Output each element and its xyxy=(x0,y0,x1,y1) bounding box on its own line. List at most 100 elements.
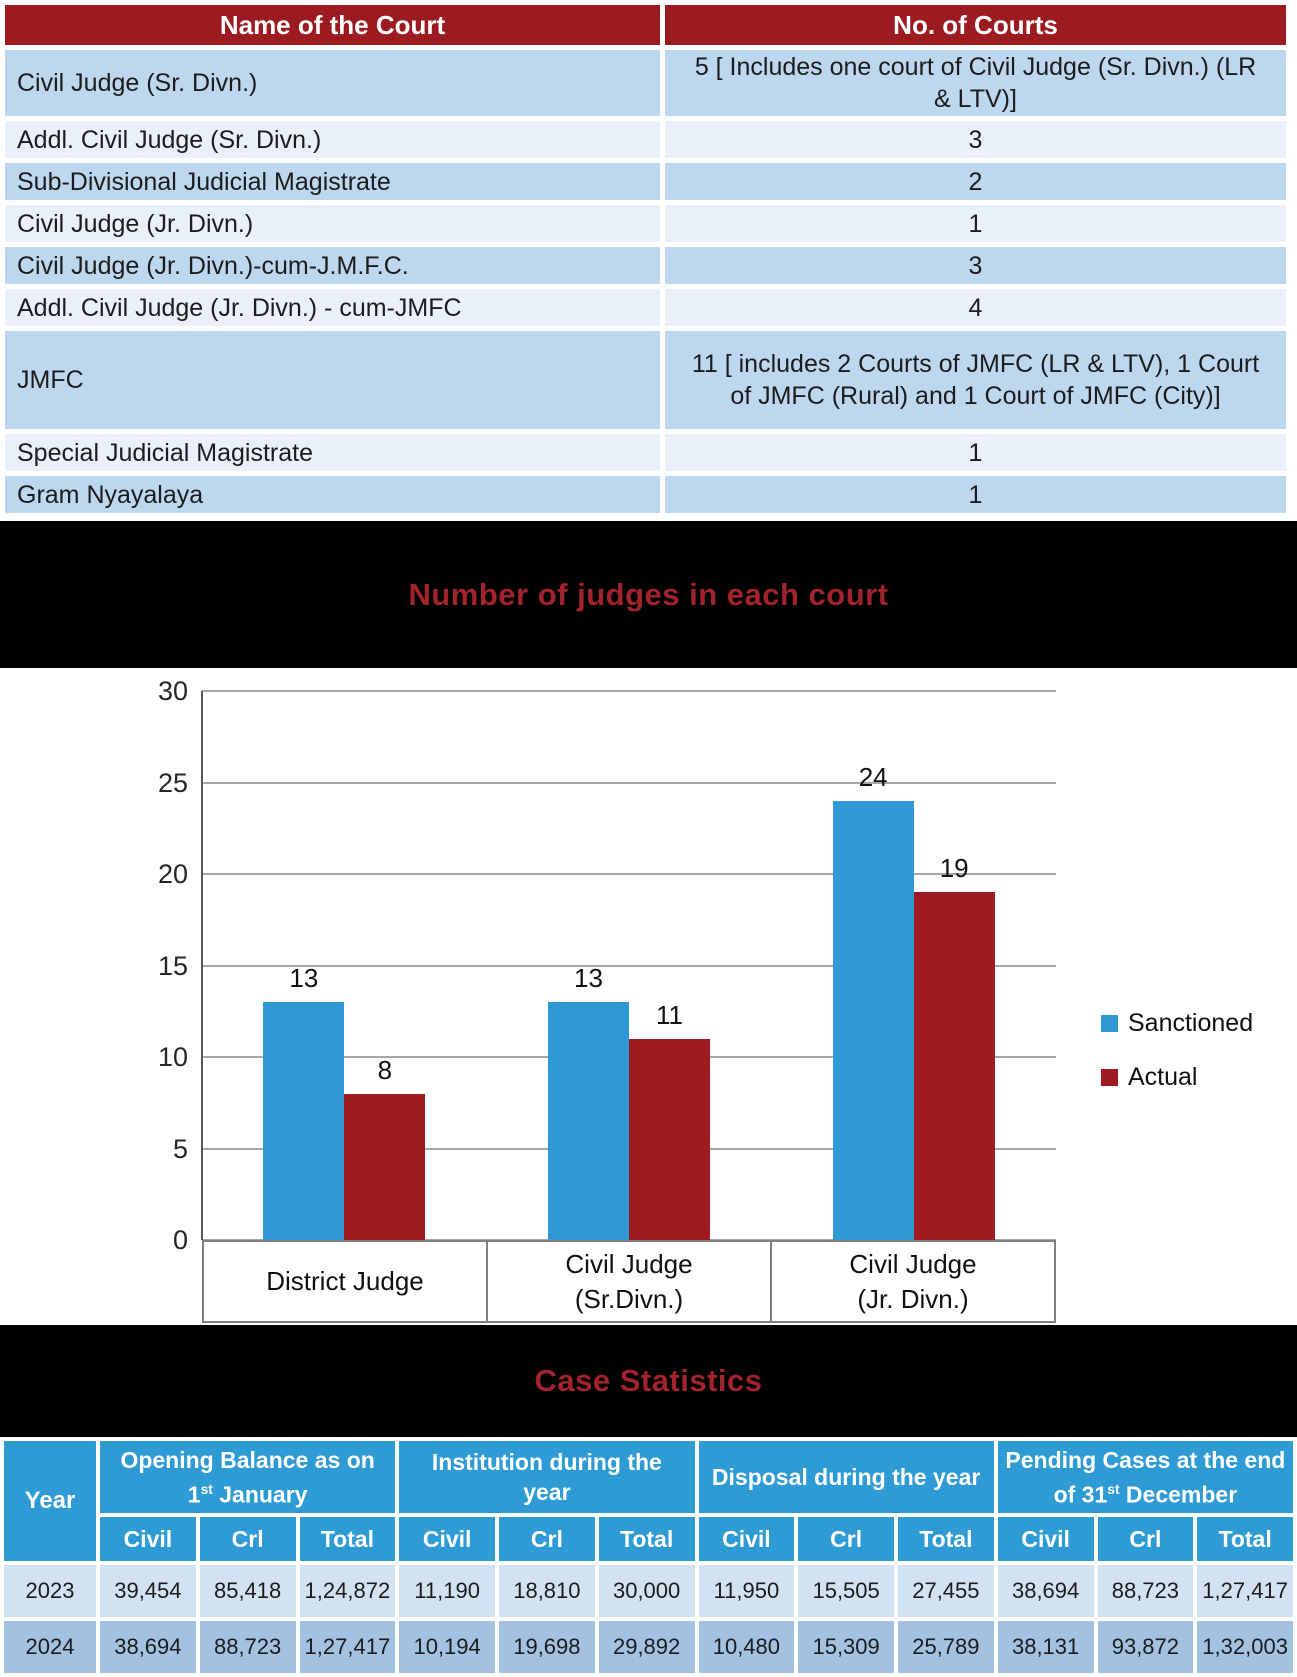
case-header-group-4: Pending Cases at the end of 31st Decembe… xyxy=(997,1441,1293,1513)
x-axis-label-2: Civil Judge (Sr.Divn.) xyxy=(486,1242,770,1321)
y-axis-tick-25: 25 xyxy=(157,767,188,798)
y-axis-tick-20: 20 xyxy=(157,859,188,889)
case-subheader-total: Total xyxy=(598,1517,695,1561)
case-header-group-row: Year Opening Balance as on 1st January Ins… xyxy=(4,1441,1293,1561)
x-axis-label-line: Civil Judge xyxy=(565,1248,693,1279)
case-year-cell: 2023 xyxy=(4,1565,96,1617)
court-row: JMFC 11 [ includes 2 Courts of JMFC (LR &… xyxy=(5,331,1286,429)
legend-item-actual: Actual xyxy=(1101,1062,1197,1092)
legend-swatch-actual xyxy=(1101,1068,1118,1086)
legend-item-sanctioned: Sanctioned xyxy=(1101,1008,1253,1038)
bar-sanctioned-1 xyxy=(263,1002,345,1240)
court-count-cell: 4 xyxy=(665,289,1286,326)
court-row: Civil Judge (Sr. Divn.) 5 [ Includes one … xyxy=(5,50,1286,116)
case-value-cell: 38,694 xyxy=(997,1565,1094,1617)
x-axis-label-line: (Jr. Divn.) xyxy=(857,1283,969,1314)
case-header-group-3: Disposal during the year xyxy=(698,1441,994,1513)
case-value-cell: 93,872 xyxy=(1097,1621,1194,1673)
court-count-cell: 1 xyxy=(665,434,1286,471)
x-axis-label-3: Civil Judge (Jr. Divn.) xyxy=(770,1242,1054,1321)
court-name-cell: Civil Judge (Jr. Divn.) xyxy=(5,205,660,242)
bar-actual-1 xyxy=(344,1094,426,1240)
judges-bar-chart: 0 5 10 15 20 25 30 13 8 13 11 24 19 District Judge Civ… xyxy=(0,668,1297,1325)
case-year-cell: 2024 xyxy=(4,1621,96,1673)
y-axis-tick-15: 15 xyxy=(157,950,188,981)
case-value-cell: 11,190 xyxy=(399,1565,495,1617)
case-value-cell: 85,418 xyxy=(199,1565,296,1617)
courts-header-name: Name of the Court xyxy=(5,5,660,45)
court-name-cell: Special Judicial Magistrate xyxy=(5,434,660,471)
case-value-cell: 11,950 xyxy=(698,1565,795,1617)
case-statistics-table: Year Opening Balance as on 1st January Ins… xyxy=(0,1437,1297,1677)
judges-chart-title: Number of judges in each court xyxy=(408,576,889,612)
courts-table: Name of the Court No. of Courts Civil Ju… xyxy=(0,0,1291,518)
case-value-cell: 30,000 xyxy=(598,1565,695,1617)
y-axis-tick-10: 10 xyxy=(157,1042,188,1072)
court-row: Civil Judge (Jr. Divn.)-cum-J.M.F.C. 3 xyxy=(5,247,1286,284)
case-data-row-2023: 2023 39,454 85,418 1,24,872 11,190 18,810 30,0… xyxy=(4,1565,1293,1617)
case-header-group-2: Institution during the year xyxy=(399,1441,695,1513)
bar-value-label: 24 xyxy=(858,762,888,792)
gridline-25 xyxy=(202,781,1056,784)
bar-sanctioned-3 xyxy=(832,801,914,1240)
x-axis-label-line: (Sr.Divn.) xyxy=(574,1283,684,1314)
case-value-cell: 29,892 xyxy=(598,1621,695,1673)
case-value-cell: 39,454 xyxy=(100,1565,196,1617)
case-value-cell: 88,723 xyxy=(1097,1565,1194,1617)
case-header-sub-row: Civil Crl Total Civil Crl Total Civil Crl Total C… xyxy=(4,1517,1293,1561)
case-value-cell: 25,789 xyxy=(898,1621,994,1673)
case-value-cell: 15,309 xyxy=(798,1621,894,1673)
case-subheader-civil: Civil xyxy=(997,1517,1094,1561)
case-subheader-civil: Civil xyxy=(100,1517,196,1561)
court-count-cell: 1 xyxy=(665,476,1286,513)
case-header-year: Year xyxy=(4,1441,96,1561)
bar-value-label: 11 xyxy=(656,1000,683,1030)
case-statistics-banner: Case Statistics xyxy=(0,1325,1297,1437)
courts-table-header-row: Name of the Court No. of Courts xyxy=(5,5,1286,45)
court-count-cell: 11 [ includes 2 Courts of JMFC (LR & LTV… xyxy=(665,331,1286,429)
x-axis-label-1: District Judge xyxy=(204,1242,486,1321)
case-subheader-total: Total xyxy=(898,1517,994,1561)
case-value-cell: 19,698 xyxy=(499,1621,595,1673)
court-count-cell: 3 xyxy=(665,247,1286,284)
court-count-cell: 5 [ Includes one court of Civil Judge (S… xyxy=(665,50,1286,116)
case-subheader-civil: Civil xyxy=(399,1517,495,1561)
y-axis-tick-5: 5 xyxy=(172,1133,188,1164)
x-axis-label-line: Civil Judge xyxy=(849,1248,977,1279)
case-value-cell: 38,694 xyxy=(100,1621,196,1673)
y-axis-line xyxy=(201,691,203,1240)
case-value-cell: 18,810 xyxy=(499,1565,595,1617)
case-value-cell: 27,455 xyxy=(898,1565,994,1617)
bar-actual-2 xyxy=(629,1039,710,1240)
case-subheader-crl: Crl xyxy=(798,1517,894,1561)
court-name-cell: Addl. Civil Judge (Sr. Divn.) xyxy=(5,121,660,158)
case-statistics-title: Case Statistics xyxy=(534,1363,763,1398)
court-row: Addl. Civil Judge (Jr. Divn.) - cum-JMFC… xyxy=(5,289,1286,326)
x-axis-label-line: District Judge xyxy=(266,1266,424,1296)
case-value-cell: 1,32,003 xyxy=(1197,1621,1293,1673)
court-name-cell: Addl. Civil Judge (Jr. Divn.) - cum-JMFC xyxy=(5,289,660,326)
legend-label-actual: Actual xyxy=(1128,1063,1198,1091)
gridline-15 xyxy=(202,964,1056,967)
case-subheader-civil: Civil xyxy=(698,1517,795,1561)
case-value-cell: 10,480 xyxy=(698,1621,795,1673)
y-axis-tick-30: 30 xyxy=(157,676,188,706)
court-row: Sub-Divisional Judicial Magistrate 2 xyxy=(5,163,1286,200)
bar-value-label: 13 xyxy=(289,963,319,993)
gridline-30 xyxy=(202,690,1056,692)
case-value-cell: 15,505 xyxy=(798,1565,894,1617)
case-subheader-crl: Crl xyxy=(499,1517,595,1561)
case-value-cell: 1,27,417 xyxy=(1197,1565,1293,1617)
court-count-cell: 2 xyxy=(665,163,1286,200)
case-value-cell: 10,194 xyxy=(399,1621,495,1673)
case-subheader-total: Total xyxy=(1197,1517,1293,1561)
court-row: Special Judicial Magistrate 1 xyxy=(5,434,1286,471)
legend-swatch-sanctioned xyxy=(1101,1014,1118,1032)
case-value-cell: 1,24,872 xyxy=(299,1565,396,1617)
judges-chart-banner: Number of judges in each court xyxy=(0,521,1297,668)
court-row: Civil Judge (Jr. Divn.) 1 xyxy=(5,205,1286,242)
court-name-cell: JMFC xyxy=(5,331,660,429)
x-axis-category-strip: District Judge Civil Judge (Sr.Divn.) Civil… xyxy=(202,1240,1056,1323)
court-count-cell: 1 xyxy=(665,205,1286,242)
